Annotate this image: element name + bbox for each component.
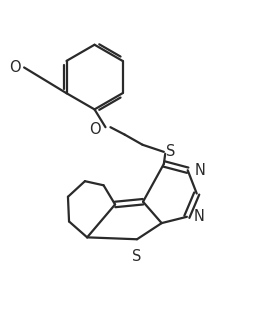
Text: N: N: [194, 209, 205, 224]
Text: O: O: [89, 122, 101, 137]
Text: S: S: [132, 249, 142, 264]
Text: N: N: [195, 163, 206, 178]
Text: S: S: [166, 145, 176, 159]
Text: O: O: [9, 60, 21, 75]
